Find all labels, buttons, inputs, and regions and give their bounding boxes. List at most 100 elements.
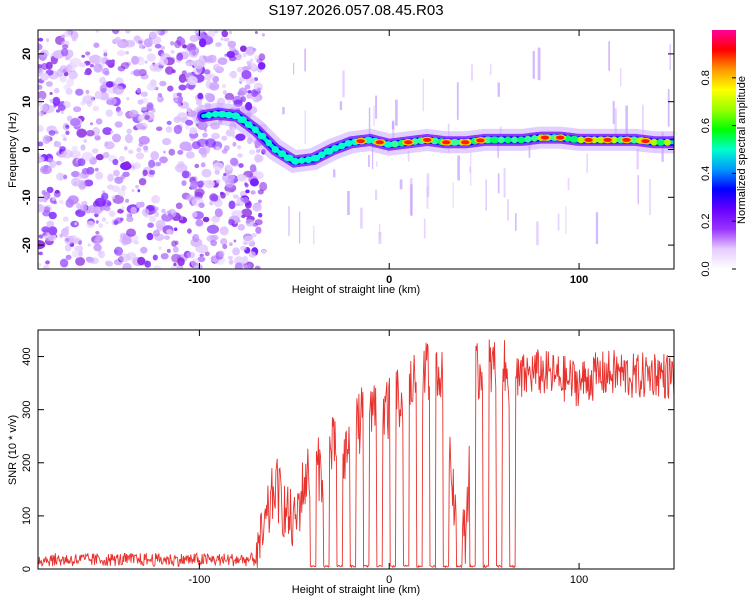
noise-speck	[119, 155, 125, 163]
noise-speck	[76, 128, 87, 138]
noise-speck	[156, 224, 163, 232]
noise-speck	[221, 30, 229, 38]
noise-speck	[207, 30, 216, 38]
noise-speck	[222, 244, 228, 250]
noise-speck	[162, 138, 172, 146]
noise-speck	[78, 240, 82, 246]
noise-speck	[126, 212, 131, 217]
streak	[313, 225, 315, 245]
noise-speck	[222, 90, 227, 95]
y-tick-label: 300	[21, 400, 33, 418]
noise-speck	[38, 111, 42, 117]
noise-speck	[238, 163, 244, 168]
noise-speck	[250, 77, 256, 84]
noise-speck	[245, 219, 255, 227]
noise-speck	[205, 138, 216, 148]
noise-speck	[53, 103, 57, 108]
noise-speck	[61, 47, 69, 57]
noise-speck	[194, 188, 205, 197]
noise-speck	[256, 149, 261, 153]
noise-speck	[240, 245, 247, 251]
noise-speck	[253, 82, 264, 92]
ridge-blob	[271, 146, 279, 153]
noise-speck	[234, 256, 244, 266]
noise-speck	[248, 251, 256, 258]
noise-speck	[177, 112, 188, 121]
streak	[423, 218, 426, 239]
ridge-blob	[504, 136, 512, 144]
colorbar-gradient	[712, 30, 736, 269]
streak	[507, 199, 509, 221]
noise-speck	[43, 206, 51, 213]
ridge-blob	[244, 121, 253, 128]
noise-speck	[223, 172, 227, 176]
streak	[485, 179, 487, 211]
noise-speck	[229, 46, 236, 52]
noise-speck	[160, 45, 166, 51]
noise-speck	[104, 260, 111, 266]
noise-speck	[165, 126, 173, 133]
noise-speck	[67, 195, 79, 205]
noise-speck	[254, 265, 261, 269]
noise-speck	[52, 96, 61, 106]
noise-speck	[214, 30, 219, 34]
noise-speck	[199, 55, 204, 61]
noise-speck	[249, 149, 256, 155]
noise-speck	[209, 82, 220, 91]
streak	[342, 70, 345, 98]
noise-speck	[140, 91, 148, 97]
noise-speck	[258, 212, 263, 218]
noise-speck	[66, 78, 75, 87]
noise-speck	[148, 159, 156, 168]
noise-speck	[94, 213, 99, 218]
noise-speck	[158, 246, 162, 250]
noise-speck	[94, 90, 102, 100]
noise-speck	[257, 62, 266, 70]
noise-speck	[71, 177, 81, 187]
streak	[375, 189, 378, 200]
noise-speck	[46, 38, 50, 43]
noise-speck	[105, 81, 114, 88]
ridge-blob	[257, 132, 267, 140]
noise-speck	[166, 248, 171, 253]
noise-speck	[59, 146, 66, 152]
noise-speck	[189, 127, 198, 135]
streak	[490, 63, 492, 76]
noise-speck	[42, 135, 51, 144]
noise-speck	[179, 141, 192, 151]
noise-speck	[163, 235, 171, 241]
noise-speck	[64, 244, 72, 252]
noise-speck	[210, 194, 219, 202]
noise-speck	[48, 226, 58, 236]
ridge-blob	[569, 135, 580, 143]
noise-speck	[210, 239, 218, 247]
noise-speck	[146, 102, 154, 111]
streak	[368, 107, 371, 141]
ridge-blob	[318, 151, 326, 159]
noise-speck	[146, 83, 157, 91]
noise-speck	[120, 62, 130, 70]
hotspot	[555, 135, 565, 140]
noise-speck	[144, 60, 148, 64]
ridge-blob	[344, 140, 353, 147]
noise-speck	[204, 92, 212, 101]
noise-speck	[98, 56, 106, 64]
streak	[426, 186, 429, 209]
noise-speck	[94, 197, 106, 207]
noise-speck	[161, 212, 173, 222]
noise-speck	[258, 53, 266, 61]
snr-y-label: SNR (10 * v/v)	[7, 415, 19, 485]
noise-speck	[214, 169, 220, 175]
noise-speck	[126, 216, 134, 223]
noise-speck	[156, 126, 163, 132]
ridge-blob	[323, 148, 334, 155]
noise-speck	[224, 92, 235, 101]
noise-speck	[61, 149, 74, 159]
noise-speck	[212, 75, 220, 83]
noise-speck	[236, 196, 245, 207]
noise-speck	[116, 50, 126, 57]
noise-speck	[261, 249, 266, 255]
noise-speck	[59, 233, 63, 238]
noise-speck	[228, 259, 234, 265]
noise-speck	[38, 97, 43, 102]
